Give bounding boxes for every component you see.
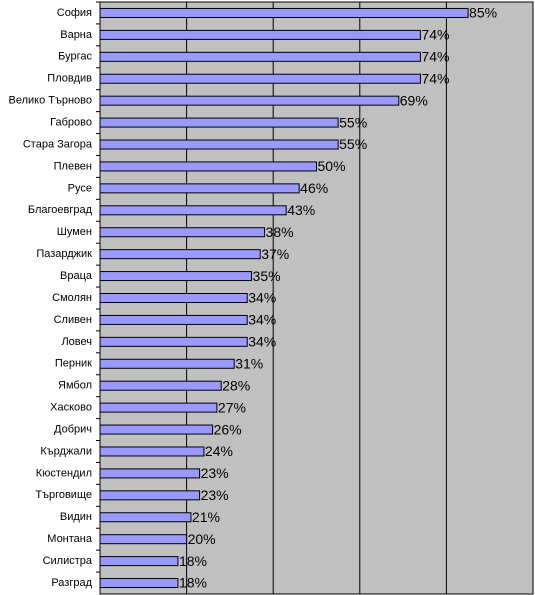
bar <box>99 380 222 391</box>
y-tick-label: Русе <box>68 182 92 194</box>
data-label: 50% <box>318 158 346 174</box>
y-tick-label: Пазарджик <box>36 248 92 260</box>
bar <box>99 293 248 303</box>
bar <box>99 205 287 216</box>
bar <box>99 117 339 128</box>
y-tick-label: Варна <box>60 29 93 41</box>
data-label: 69% <box>400 92 428 108</box>
y-tick-label: София <box>57 7 92 19</box>
bar <box>99 139 339 150</box>
data-label: 37% <box>261 246 289 262</box>
bar <box>99 446 205 457</box>
data-label: 23% <box>201 465 229 481</box>
data-label: 28% <box>222 377 250 393</box>
data-label: 38% <box>266 224 294 240</box>
y-tick-label: Хасково <box>50 402 92 414</box>
bar <box>99 358 235 369</box>
bar <box>99 534 188 545</box>
bar <box>99 95 400 106</box>
y-tick-label: Добрич <box>54 423 92 435</box>
data-label: 43% <box>287 202 315 218</box>
y-tick-label: Смолян <box>52 292 92 304</box>
data-label: 20% <box>188 531 216 547</box>
y-tick-label: Плевен <box>54 160 92 172</box>
bar <box>99 29 421 40</box>
bar <box>99 227 266 238</box>
y-tick-label: Велико Търново <box>8 95 92 107</box>
bar <box>99 271 253 282</box>
bar <box>99 402 218 413</box>
data-label: 23% <box>201 487 229 503</box>
y-tick-label: Кюстендил <box>36 467 92 479</box>
bar <box>99 161 317 172</box>
y-tick-label: Сливен <box>54 314 92 326</box>
bar <box>99 512 192 523</box>
data-label: 24% <box>205 443 233 459</box>
data-label: 74% <box>421 49 449 65</box>
data-label: 74% <box>421 70 449 86</box>
y-tick-label: Силистра <box>43 555 93 567</box>
data-label: 46% <box>300 180 328 196</box>
y-tick-label: Видин <box>60 511 92 523</box>
data-label: 31% <box>235 355 263 371</box>
data-label: 21% <box>192 509 220 525</box>
data-label: 35% <box>253 268 281 284</box>
data-label: 27% <box>218 399 246 415</box>
bar <box>99 183 300 194</box>
bar <box>99 578 179 589</box>
data-label: 34% <box>248 312 276 328</box>
y-tick-label: Шумен <box>57 226 92 238</box>
data-label: 85% <box>469 5 497 21</box>
data-label: 18% <box>179 575 207 591</box>
data-label: 34% <box>248 290 276 306</box>
bar <box>99 490 201 501</box>
y-tick-label: Пловдив <box>47 73 92 85</box>
y-tick-label: Враца <box>60 270 93 282</box>
bar <box>99 7 469 18</box>
data-label: 34% <box>248 334 276 350</box>
data-label: 26% <box>214 421 242 437</box>
bar <box>99 336 248 347</box>
bar <box>99 556 179 567</box>
y-tick-label: Бургас <box>58 51 92 63</box>
bar <box>99 51 421 62</box>
bar <box>99 249 261 260</box>
data-label: 55% <box>339 136 367 152</box>
y-tick-label: Ловеч <box>61 336 92 348</box>
bar <box>99 314 248 325</box>
data-label: 74% <box>421 27 449 43</box>
data-label: 18% <box>179 553 207 569</box>
bar <box>99 468 201 479</box>
bar <box>99 424 214 435</box>
y-tick-label: Разград <box>51 577 92 589</box>
y-tick-label: Габрово <box>50 116 92 128</box>
y-tick-label: Ямбол <box>58 380 92 392</box>
y-tick-label: Монтана <box>47 533 93 545</box>
y-tick-label: Благоевград <box>28 204 93 216</box>
bar <box>99 73 421 84</box>
data-label: 55% <box>339 114 367 130</box>
y-tick-label: Перник <box>55 358 92 370</box>
y-tick-label: Кърджали <box>40 445 92 457</box>
y-tick-label: Стара Загора <box>23 138 93 150</box>
y-tick-label: Търговище <box>35 489 92 501</box>
